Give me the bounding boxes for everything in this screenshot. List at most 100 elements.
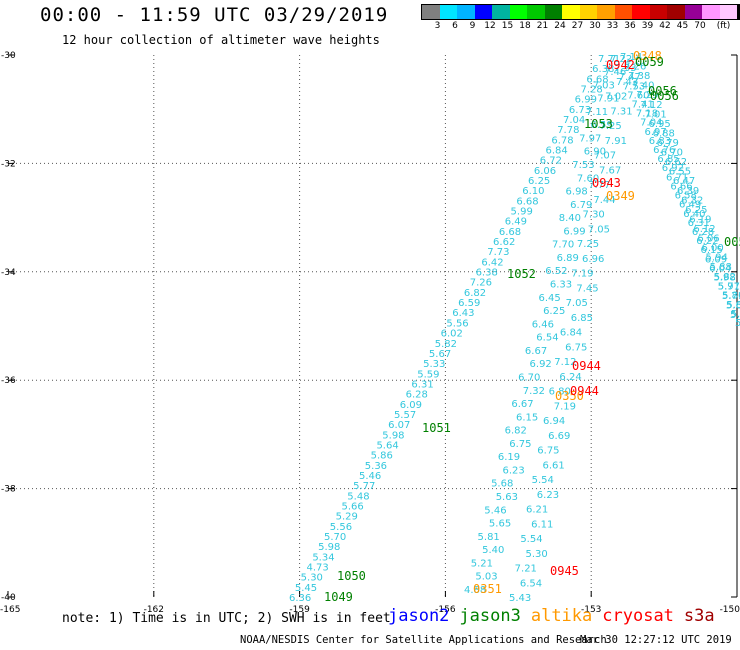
lat-tick-label: -34 <box>1 268 16 278</box>
wave-height-value: 5.46 <box>484 505 506 516</box>
wave-height-value: 5.65 <box>489 519 511 530</box>
wave-height-value: 7.31 <box>610 106 632 117</box>
wave-height-value: 6.72 <box>540 156 562 167</box>
wave-height-value: 7.18 <box>636 109 658 120</box>
color-scale-labels: 3 6 9 12 15 18 21 24 27 30 33 36 39 42 45 70 (ft) <box>421 21 740 33</box>
wave-height-value: 6.80 <box>549 387 571 398</box>
wave-height-value: 6.46 <box>532 319 554 330</box>
wave-height-value: 7.40 <box>632 81 654 92</box>
wave-height-value: 6.11 <box>531 519 553 530</box>
wave-height-value: 7.11 <box>586 107 608 118</box>
wave-height-value: 6.25 <box>528 176 550 187</box>
wave-height-value: 6.92 <box>530 359 552 370</box>
wave-height-value: 6.75 <box>537 446 559 457</box>
wave-height-value: 6.68 <box>499 227 521 238</box>
legend-swatch <box>544 5 562 19</box>
wave-height-value: 7.14 <box>620 52 642 63</box>
wave-height-value: 6.82 <box>464 288 486 299</box>
wave-height-value: 6.75 <box>509 439 531 450</box>
wave-height-value: 6.49 <box>679 200 701 211</box>
wave-height-value: 7.53 <box>572 160 594 171</box>
wave-height-value: 6.89 <box>557 253 579 264</box>
wave-height-value: 5.77 <box>718 281 740 292</box>
wave-height-value: 5.82 <box>435 339 457 350</box>
wave-height-value: 6.02 <box>441 329 463 340</box>
wave-height-value: 6.47 <box>673 176 695 187</box>
legend-label: 39 <box>641 21 654 31</box>
legend-label: 15 <box>501 21 514 31</box>
wave-height-value: 7.04 <box>563 115 585 126</box>
legend-swatch <box>737 5 740 19</box>
wave-height-value: 5.91 <box>718 282 740 293</box>
legend-label: 6 <box>452 21 458 31</box>
wave-height-value: 6.83 <box>649 136 671 147</box>
wave-height-value: 5.33 <box>423 359 445 370</box>
wave-height-value: 6.28 <box>406 390 428 401</box>
wave-height-value: 5.30 <box>301 573 323 584</box>
wave-height-value: 5.64 <box>376 440 398 451</box>
satellite-legend: jason2 jason3 altika cryosat s3a <box>388 606 725 626</box>
legend-swatch <box>684 5 702 19</box>
legend-label: 70 <box>694 21 706 31</box>
satellite-s3a-label: s3a <box>683 606 715 626</box>
wave-height-value: 5.57 <box>394 410 416 421</box>
wave-height-value: 6.79 <box>657 138 679 149</box>
wave-height-value: 7.26 <box>470 278 492 289</box>
wave-height-value: 7.60 <box>627 90 649 101</box>
pass-time-labels: 1049105010511052105303510945035009440944… <box>324 49 740 604</box>
pass-time-label: 0349 <box>606 189 635 203</box>
wave-height-value: 6.84 <box>560 328 582 339</box>
wave-height-value: 6.54 <box>536 333 558 344</box>
wave-height-value: 6.82 <box>505 426 527 437</box>
wave-height-value: 7.78 <box>557 125 579 136</box>
map-grid <box>8 55 738 597</box>
wave-height-value: 5.36 <box>365 461 387 472</box>
wave-height-value: 6.39 <box>677 186 699 197</box>
wave-height-value: 7.53 <box>623 81 645 92</box>
wave-height-value: 5.56 <box>330 522 352 533</box>
wave-height-value: 5.88 <box>710 262 732 273</box>
wave-height-value: 6.73 <box>569 105 591 116</box>
legend-label: 21 <box>536 21 549 31</box>
wave-height-value: 6.70 <box>661 148 683 159</box>
wave-height-value: 6.85 <box>571 313 593 324</box>
wave-height-value: 7.05 <box>588 224 610 235</box>
wave-height-value: 5.43 <box>509 593 531 604</box>
wave-height-value: 5.40 <box>482 545 504 556</box>
satellite-altika-label: altika <box>530 606 593 626</box>
wave-height-value: 7.12 <box>554 357 576 368</box>
wave-height-value: 7.91 <box>605 136 627 147</box>
wave-height-value: 6.68 <box>516 196 538 207</box>
pass-time-label: 0942 <box>606 58 635 72</box>
legend-label: 24 <box>554 21 566 31</box>
legend-swatch <box>439 5 457 19</box>
wave-height-value: 5.81 <box>478 532 500 543</box>
legend-label: 30 <box>589 21 601 31</box>
map-title: 00:00 - 11:59 UTC 03/29/2019 <box>40 4 389 26</box>
legend-swatch <box>597 5 615 19</box>
wave-height-value: 5.70 <box>324 532 346 543</box>
legend-swatch <box>702 5 720 19</box>
wave-height-value: 6.32 <box>681 195 703 206</box>
wave-height-value: 6.28 <box>692 227 714 238</box>
legend-swatch <box>579 5 597 19</box>
wave-height-value: 6.69 <box>548 431 570 442</box>
wave-height-value: 6.71 <box>666 172 688 183</box>
legend-label: 18 <box>519 21 531 31</box>
wave-height-value: 6.23 <box>537 490 559 501</box>
wave-height-value: 6.68 <box>586 74 608 85</box>
legend-swatch <box>667 5 685 19</box>
wave-height-value: 6.06 <box>534 166 556 177</box>
wave-height-value: 5.59 <box>417 369 439 380</box>
pass-time-label: 0056 <box>650 89 679 103</box>
wave-height-value: 5.67 <box>429 349 451 360</box>
wave-height-value: 6.42 <box>481 257 503 268</box>
wave-height-value: 6.70 <box>518 372 540 383</box>
wave-height-value: 7.71 <box>598 54 620 65</box>
wave-height-value: 5.99 <box>511 207 533 218</box>
wave-height-value: 7.60 <box>577 173 599 184</box>
pass-time-label: 1052 <box>507 267 536 281</box>
wave-height-value: 7.38 <box>628 71 650 82</box>
wave-height-value: 5.80 <box>726 300 740 311</box>
wave-height-value: 7.21 <box>515 564 537 575</box>
